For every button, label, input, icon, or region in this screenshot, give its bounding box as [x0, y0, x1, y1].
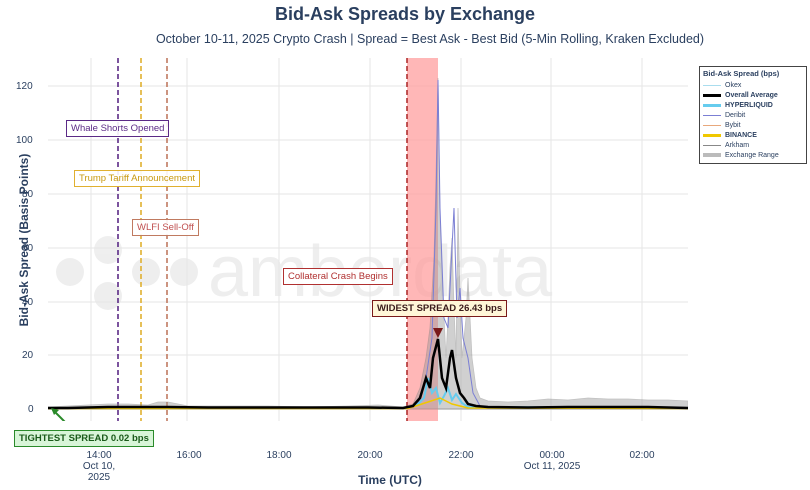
chart-subtitle: October 10-11, 2025 Crypto Crash | Sprea… — [155, 32, 705, 46]
legend-swatch-icon — [703, 133, 721, 137]
ytick-20: 20 — [22, 350, 34, 361]
ytick-40: 40 — [22, 297, 34, 308]
tightest-spread-annotation: TIGHTEST SPREAD 0.02 bps — [14, 430, 154, 447]
ytick-80: 80 — [22, 189, 34, 200]
legend-swatch-icon — [703, 124, 721, 126]
legend: Bid-Ask Spread (bps) Okex Overall Average… — [699, 66, 807, 164]
ytick-0: 0 — [28, 404, 34, 415]
legend-label: BINANCE — [725, 131, 757, 139]
legend-swatch-icon — [703, 103, 721, 107]
legend-item[interactable]: Deribit — [703, 110, 802, 120]
legend-label: Arkham — [725, 141, 750, 149]
legend-swatch-icon — [703, 114, 721, 116]
xtick-1400: 14:00 Oct 10, 2025 — [82, 450, 116, 483]
legend-item[interactable]: HYPERLIQUID — [703, 100, 802, 110]
gridlines — [48, 58, 688, 421]
overall-average-line — [48, 338, 689, 410]
legend-swatch-icon — [703, 84, 721, 86]
trump-annotation: Trump Tariff Announcement — [74, 170, 200, 187]
plot-area: amberdata — [47, 58, 689, 431]
chart-title: Bid-Ask Spreads by Exchange — [274, 4, 536, 24]
legend-item[interactable]: Exchange Range — [703, 150, 802, 160]
legend-label: Overall Average — [725, 91, 778, 99]
legend-swatch-icon — [703, 153, 721, 157]
wlfi-annotation: WLFI Sell-Off — [132, 219, 199, 236]
xtick-0200: 02:00 — [629, 450, 655, 461]
chart-svg: amberdata — [47, 58, 689, 431]
deribit-line — [409, 79, 509, 409]
xtick-2200: 22:00 — [448, 450, 474, 461]
widest-arrow — [433, 328, 443, 338]
legend-label: Exchange Range — [725, 151, 779, 159]
xtick-2000: 20:00 — [357, 450, 383, 461]
legend-label: Okex — [725, 81, 742, 89]
legend-swatch-icon — [703, 144, 721, 146]
ytick-60: 60 — [22, 243, 34, 254]
legend-item[interactable]: Overall Average — [703, 90, 802, 100]
legend-label: HYPERLIQUID — [725, 101, 773, 109]
x-axis-label: Time (UTC) — [358, 473, 422, 487]
legend-item[interactable]: Arkham — [703, 140, 802, 150]
widest-spread-annotation: WIDEST SPREAD 26.43 bps — [372, 300, 508, 317]
xtick-1600: 16:00 — [176, 450, 202, 461]
y-axis-label: Bid-Ask Spread (Basis Points) — [17, 153, 31, 327]
binance-line — [48, 397, 689, 410]
hyperliquid-line — [48, 377, 689, 409]
legend-label: Deribit — [725, 111, 746, 119]
ytick-120: 120 — [16, 81, 33, 92]
xtick-0000: 00:00 Oct 11, 2025 — [523, 450, 581, 472]
legend-label: Bybit — [725, 121, 741, 129]
legend-item[interactable]: BINANCE — [703, 130, 802, 140]
exchange-range-band — [47, 77, 689, 410]
ytick-100: 100 — [16, 135, 33, 146]
xtick-1800: 18:00 — [266, 450, 292, 461]
legend-title: Bid-Ask Spread (bps) — [703, 69, 780, 78]
collateral-annotation: Collateral Crash Begins — [283, 268, 393, 285]
legend-item[interactable]: Okex — [703, 80, 802, 90]
legend-item[interactable]: Bybit — [703, 120, 802, 130]
whale-annotation: Whale Shorts Opened — [66, 120, 170, 137]
legend-swatch-icon — [703, 93, 721, 97]
